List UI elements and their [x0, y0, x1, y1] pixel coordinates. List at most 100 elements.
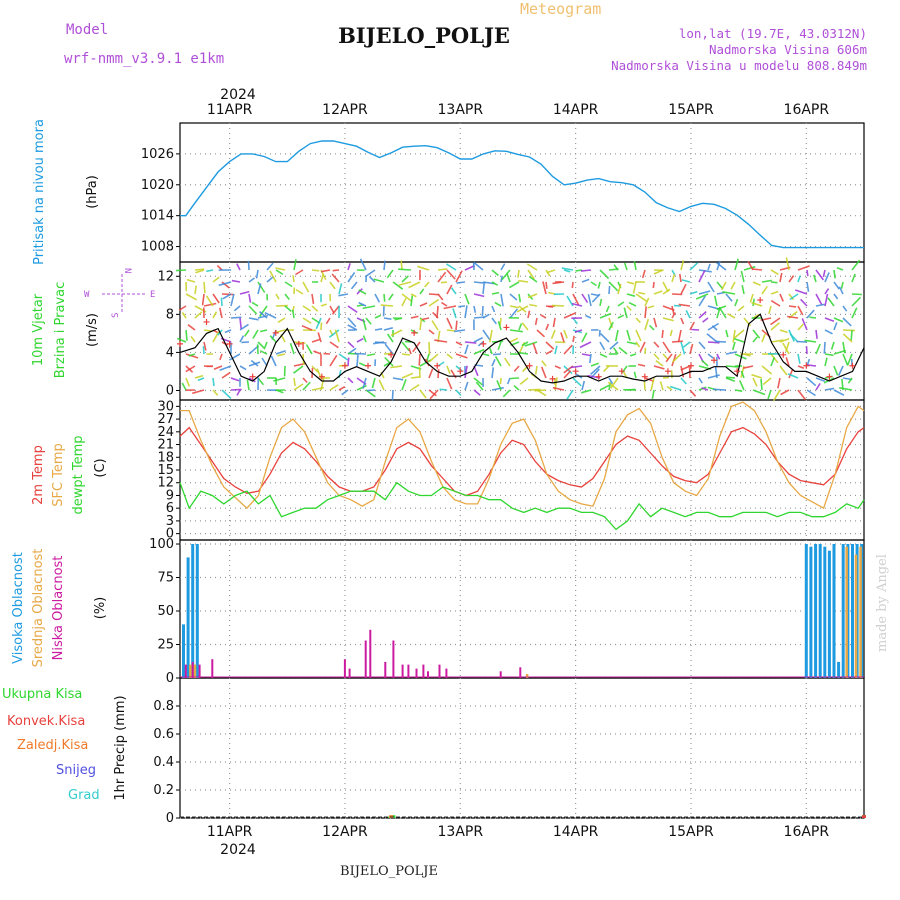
wind-vector — [786, 315, 799, 319]
wind-vector — [374, 314, 382, 319]
wind-vector — [203, 341, 207, 351]
wind-vector — [749, 293, 754, 303]
wind-vector — [248, 377, 256, 383]
wind-vector — [827, 297, 835, 307]
wind-vector — [701, 359, 709, 367]
wind-vector — [653, 353, 660, 361]
wind-vector — [740, 370, 745, 379]
wind-vector — [203, 302, 217, 307]
wind-vector — [608, 281, 619, 292]
y-tick-label: 24 — [157, 425, 174, 440]
chart-kind: Meteogram — [520, 0, 601, 18]
wind-vector — [372, 341, 385, 345]
wind-vector — [513, 365, 520, 372]
wind-vector — [546, 269, 556, 274]
wind-vector — [563, 344, 573, 355]
wind-vector — [711, 325, 718, 331]
wind-vector — [552, 386, 565, 391]
wind-vector — [496, 380, 502, 391]
cloud-bar-high — [827, 550, 831, 678]
wind-vector — [432, 311, 439, 319]
wind-vector — [218, 281, 232, 287]
wind-vector — [623, 262, 628, 271]
wind-vector — [513, 384, 520, 391]
wind-vector — [635, 329, 642, 342]
wind-vector — [437, 268, 448, 271]
wind-vector — [446, 317, 453, 330]
wind-vector — [644, 318, 650, 331]
wind-vector — [383, 317, 392, 320]
cloud-bar-low — [343, 659, 346, 678]
wind-gust-marker — [549, 375, 556, 382]
wind-vector — [698, 295, 706, 307]
wind-vector — [679, 273, 682, 283]
panel-frame — [179, 539, 865, 679]
wind-vector — [455, 389, 462, 396]
wind-vector — [305, 344, 313, 355]
wind-vector — [680, 341, 686, 355]
cloud-bar-high — [832, 544, 836, 678]
cloud-bar-low — [519, 667, 522, 678]
wind-vector — [356, 354, 359, 367]
wind-vector — [302, 377, 308, 384]
wind-vector — [847, 377, 853, 384]
wind-vector — [464, 341, 477, 344]
wind-vector — [410, 376, 420, 379]
pressure-labels: Pritisak na nivou mora (hPa) — [32, 119, 100, 265]
wind-vector — [216, 264, 223, 271]
wind-vector — [236, 389, 241, 396]
wind-vector — [192, 389, 205, 395]
wind-vector — [266, 275, 274, 283]
temp-line-td — [179, 481, 865, 531]
wind-vector — [752, 298, 755, 307]
wind-vector — [734, 337, 745, 343]
wind-vector — [587, 294, 592, 307]
wind-vector — [491, 291, 500, 295]
wind-vector — [246, 379, 250, 391]
wind-gust-marker — [457, 368, 464, 375]
wind-vector — [536, 329, 546, 338]
wind-vector — [358, 301, 367, 307]
wind-vector — [261, 357, 268, 367]
wind-vector — [517, 269, 520, 278]
wind-vector — [589, 353, 592, 364]
wind-vector — [455, 270, 463, 283]
wind-vector — [275, 293, 280, 300]
wind-vector — [563, 370, 572, 379]
wind-vector — [441, 301, 448, 307]
wind-vector — [473, 293, 485, 298]
wind-vector — [617, 283, 622, 295]
wind-vector — [347, 317, 357, 328]
wind-vector — [617, 301, 625, 307]
pressure-line — [180, 140, 864, 249]
wind-vector — [213, 365, 223, 370]
wind-vector — [509, 293, 518, 301]
wind-gust-marker — [687, 362, 694, 369]
wind-vector — [239, 317, 242, 330]
wind-vector — [681, 279, 691, 283]
wind-vector — [779, 329, 788, 334]
wind-vector — [554, 365, 562, 370]
wind-vector — [680, 365, 691, 371]
wind-vector — [491, 305, 496, 313]
wind-vector — [248, 317, 259, 321]
legend-freezing-rain: Zaledj.Kisa — [17, 738, 88, 753]
wind-vector — [491, 269, 499, 277]
wind-vector — [443, 305, 457, 310]
wind-vector — [401, 372, 414, 379]
wind-vector — [473, 281, 486, 284]
wind-vector — [671, 293, 683, 296]
wind-labels: 10m Vjetar Brzina i Pravac (m/s) N W E S — [31, 268, 155, 378]
wind-vector — [785, 357, 790, 367]
wind-vector — [401, 275, 410, 283]
y-tick-label: 0 — [166, 527, 174, 542]
wind-vector — [489, 329, 493, 343]
wind-vector — [581, 380, 586, 391]
wind-vector — [833, 269, 836, 279]
wind-gust-marker — [664, 368, 671, 375]
wind-vector — [401, 353, 410, 356]
wind-vector — [266, 262, 274, 271]
wind-vector — [707, 263, 711, 271]
wind-vector — [689, 389, 697, 397]
wind-gust-marker — [388, 351, 395, 358]
